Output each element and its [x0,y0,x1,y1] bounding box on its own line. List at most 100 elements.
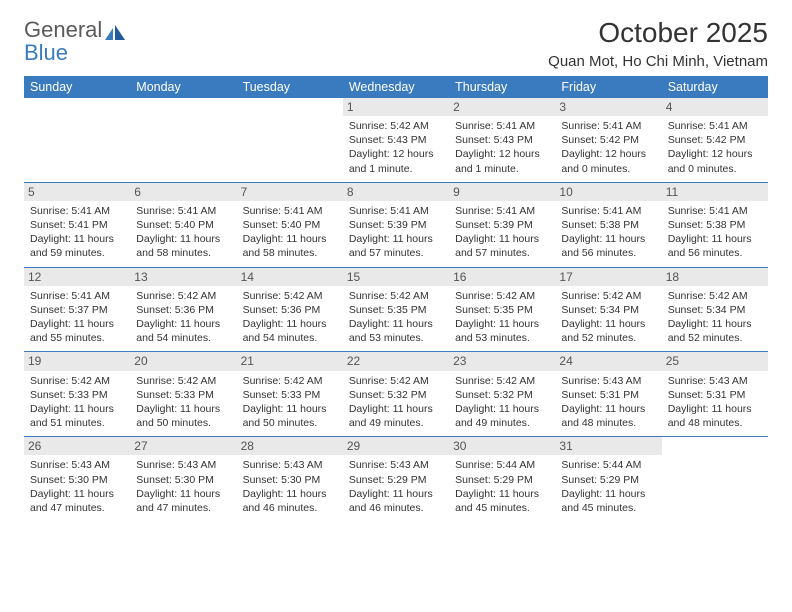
sunset-text: Sunset: 5:33 PM [243,388,337,402]
calendar-day-cell: 14Sunrise: 5:42 AMSunset: 5:36 PMDayligh… [237,267,343,352]
sunrise-text: Sunrise: 5:43 AM [136,458,230,472]
day-number: 10 [555,183,661,201]
daylight-text: Daylight: 12 hours and 1 minute. [349,147,443,175]
sunset-text: Sunset: 5:33 PM [30,388,124,402]
calendar-body: 1Sunrise: 5:42 AMSunset: 5:43 PMDaylight… [24,98,768,521]
sunset-text: Sunset: 5:29 PM [455,473,549,487]
sunset-text: Sunset: 5:39 PM [349,218,443,232]
weekday-header: Thursday [449,76,555,98]
calendar-page: GeneralBlue October 2025 Quan Mot, Ho Ch… [0,0,792,533]
daylight-text: Daylight: 11 hours and 54 minutes. [243,317,337,345]
day-number: 12 [24,268,130,286]
daylight-text: Daylight: 11 hours and 46 minutes. [243,487,337,515]
sunset-text: Sunset: 5:37 PM [30,303,124,317]
sunrise-text: Sunrise: 5:42 AM [349,374,443,388]
day-number: 14 [237,268,343,286]
sunset-text: Sunset: 5:30 PM [243,473,337,487]
sunset-text: Sunset: 5:38 PM [561,218,655,232]
calendar-day-cell: 1Sunrise: 5:42 AMSunset: 5:43 PMDaylight… [343,98,449,182]
weekday-header: Tuesday [237,76,343,98]
calendar-day-cell: 21 Sunrise: 5:42 AMSunset: 5:33 PMDayligh… [237,352,343,437]
calendar-day-cell: 4Sunrise: 5:41 AMSunset: 5:42 PMDaylight… [662,98,768,182]
sunset-text: Sunset: 5:42 PM [668,133,762,147]
day-number: 5 [24,183,130,201]
calendar-day-cell: 12 Sunrise: 5:41 AMSunset: 5:37 PMDayligh… [24,267,130,352]
daylight-text: Daylight: 11 hours and 47 minutes. [136,487,230,515]
day-number: 8 [343,183,449,201]
calendar-day-cell [662,437,768,521]
sunset-text: Sunset: 5:43 PM [455,133,549,147]
sunset-text: Sunset: 5:34 PM [668,303,762,317]
sunset-text: Sunset: 5:32 PM [455,388,549,402]
daylight-text: Daylight: 11 hours and 57 minutes. [455,232,549,260]
sunrise-text: Sunrise: 5:41 AM [561,119,655,133]
sunrise-text: Sunrise: 5:42 AM [455,289,549,303]
day-number: 28 [237,437,343,455]
sunrise-text: Sunrise: 5:41 AM [455,119,549,133]
sunrise-text: Sunrise: 5:42 AM [668,289,762,303]
daylight-text: Daylight: 11 hours and 57 minutes. [349,232,443,260]
day-number: 20 [130,352,236,370]
calendar-day-cell: 23Sunrise: 5:42 AMSunset: 5:32 PMDayligh… [449,352,555,437]
calendar-day-cell: 7Sunrise: 5:41 AMSunset: 5:40 PMDaylight… [237,182,343,267]
calendar-day-cell: 5Sunrise: 5:41 AMSunset: 5:41 PMDaylight… [24,182,130,267]
sunset-text: Sunset: 5:36 PM [243,303,337,317]
sunset-text: Sunset: 5:34 PM [561,303,655,317]
sunset-text: Sunset: 5:31 PM [668,388,762,402]
sunrise-text: Sunrise: 5:41 AM [561,204,655,218]
calendar-day-cell: 22Sunrise: 5:42 AMSunset: 5:32 PMDayligh… [343,352,449,437]
sunset-text: Sunset: 5:33 PM [136,388,230,402]
sunset-text: Sunset: 5:38 PM [668,218,762,232]
calendar-day-cell: 24Sunrise: 5:43 AMSunset: 5:31 PMDayligh… [555,352,661,437]
sunrise-text: Sunrise: 5:43 AM [349,458,443,472]
daylight-text: Daylight: 11 hours and 58 minutes. [136,232,230,260]
sunrise-text: Sunrise: 5:44 AM [455,458,549,472]
day-number: 24 [555,352,661,370]
sunrise-text: Sunrise: 5:41 AM [668,119,762,133]
title-block: October 2025 Quan Mot, Ho Chi Minh, Viet… [548,18,768,70]
header: GeneralBlue October 2025 Quan Mot, Ho Ch… [24,18,768,70]
daylight-text: Daylight: 11 hours and 54 minutes. [136,317,230,345]
day-number: 3 [555,98,661,116]
day-number: 23 [449,352,555,370]
daylight-text: Daylight: 12 hours and 1 minute. [455,147,549,175]
daylight-text: Daylight: 11 hours and 45 minutes. [455,487,549,515]
calendar-day-cell: 18Sunrise: 5:42 AMSunset: 5:34 PMDayligh… [662,267,768,352]
day-number: 13 [130,268,236,286]
day-number: 18 [662,268,768,286]
sunrise-text: Sunrise: 5:42 AM [136,374,230,388]
sunrise-text: Sunrise: 5:42 AM [30,374,124,388]
day-number: 29 [343,437,449,455]
sunrise-text: Sunrise: 5:42 AM [561,289,655,303]
calendar-day-cell [24,98,130,182]
daylight-text: Daylight: 11 hours and 50 minutes. [243,402,337,430]
daylight-text: Daylight: 11 hours and 59 minutes. [30,232,124,260]
calendar-week-row: 1Sunrise: 5:42 AMSunset: 5:43 PMDaylight… [24,98,768,182]
sunrise-text: Sunrise: 5:42 AM [136,289,230,303]
sunset-text: Sunset: 5:29 PM [561,473,655,487]
location-text: Quan Mot, Ho Chi Minh, Vietnam [548,53,768,70]
sunrise-text: Sunrise: 5:41 AM [30,289,124,303]
daylight-text: Daylight: 11 hours and 55 minutes. [30,317,124,345]
daylight-text: Daylight: 11 hours and 56 minutes. [561,232,655,260]
day-number: 30 [449,437,555,455]
calendar-day-cell: 29Sunrise: 5:43 AMSunset: 5:29 PMDayligh… [343,437,449,521]
sunrise-text: Sunrise: 5:44 AM [561,458,655,472]
sunrise-text: Sunrise: 5:41 AM [30,204,124,218]
calendar-day-cell: 3Sunrise: 5:41 AMSunset: 5:42 PMDaylight… [555,98,661,182]
sunset-text: Sunset: 5:30 PM [30,473,124,487]
sunrise-text: Sunrise: 5:41 AM [136,204,230,218]
weekday-header: Monday [130,76,236,98]
sunrise-text: Sunrise: 5:42 AM [243,374,337,388]
sunset-text: Sunset: 5:30 PM [136,473,230,487]
sunset-text: Sunset: 5:32 PM [349,388,443,402]
day-number: 21 [237,352,343,370]
brand-logo: GeneralBlue [24,18,127,64]
day-number: 2 [449,98,555,116]
day-number: 31 [555,437,661,455]
daylight-text: Daylight: 11 hours and 48 minutes. [561,402,655,430]
month-title: October 2025 [548,18,768,49]
daylight-text: Daylight: 12 hours and 0 minutes. [561,147,655,175]
calendar-day-cell: 10 Sunrise: 5:41 AMSunset: 5:38 PMDayligh… [555,182,661,267]
daylight-text: Daylight: 11 hours and 51 minutes. [30,402,124,430]
